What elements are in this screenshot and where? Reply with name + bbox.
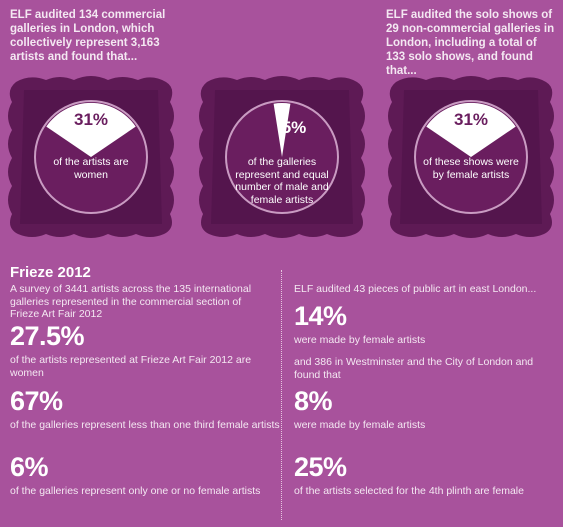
stat-text: of the artists represented at Frieze Art… — [10, 354, 252, 379]
stat-text: of the galleries represent less than one… — [10, 419, 280, 431]
public-art-middle: and 386 in Westminster and the City of L… — [294, 356, 534, 381]
stat-value: 67% — [10, 386, 63, 416]
stat-value: 27.5% — [10, 321, 85, 351]
frame-caption: of the galleries represent and equal num… — [235, 156, 329, 206]
percent-wedge — [426, 102, 516, 157]
intro-left: ELF audited 134 commercial galleries in … — [10, 9, 166, 63]
stat-text: of the galleries represent only one or n… — [10, 485, 261, 497]
stat-value: 6% — [10, 452, 49, 482]
stat-text: were made by female artists — [294, 334, 426, 346]
stat-value: 14% — [294, 301, 347, 331]
percent-label: 5% — [281, 118, 307, 137]
percent-label: 31% — [453, 110, 489, 129]
percent-label: 31% — [73, 110, 109, 129]
column-divider — [281, 270, 282, 520]
frame-caption: of these shows were by female artists — [423, 156, 519, 181]
intro-right: ELF audited the solo shows of 29 non-com… — [386, 9, 555, 77]
frame-women-artists: 31% of the artists are women — [2, 72, 180, 242]
frame-caption: of the artists are women — [53, 156, 129, 181]
stat-text: of the artists selected for the 4th plin… — [294, 485, 524, 497]
percent-wedge — [46, 102, 136, 157]
ornate-frame-icon — [388, 76, 554, 238]
frame-female-shows: 31% of these shows were by female artist… — [382, 72, 560, 242]
stat-value: 8% — [294, 386, 333, 416]
stat-value: 25% — [294, 452, 347, 482]
ornate-frame-icon — [199, 76, 365, 238]
section-title-frieze: Frieze 2012 — [10, 264, 91, 281]
frame-equal-galleries: 5% of the galleries represent and equal … — [193, 72, 371, 242]
stat-text: were made by female artists — [294, 419, 426, 431]
frieze-intro: A survey of 3441 artists across the 135 … — [10, 283, 252, 320]
public-art-intro: ELF audited 43 pieces of public art in e… — [294, 283, 537, 295]
ornate-frame-icon — [8, 76, 174, 238]
percent-wedge — [273, 103, 291, 157]
